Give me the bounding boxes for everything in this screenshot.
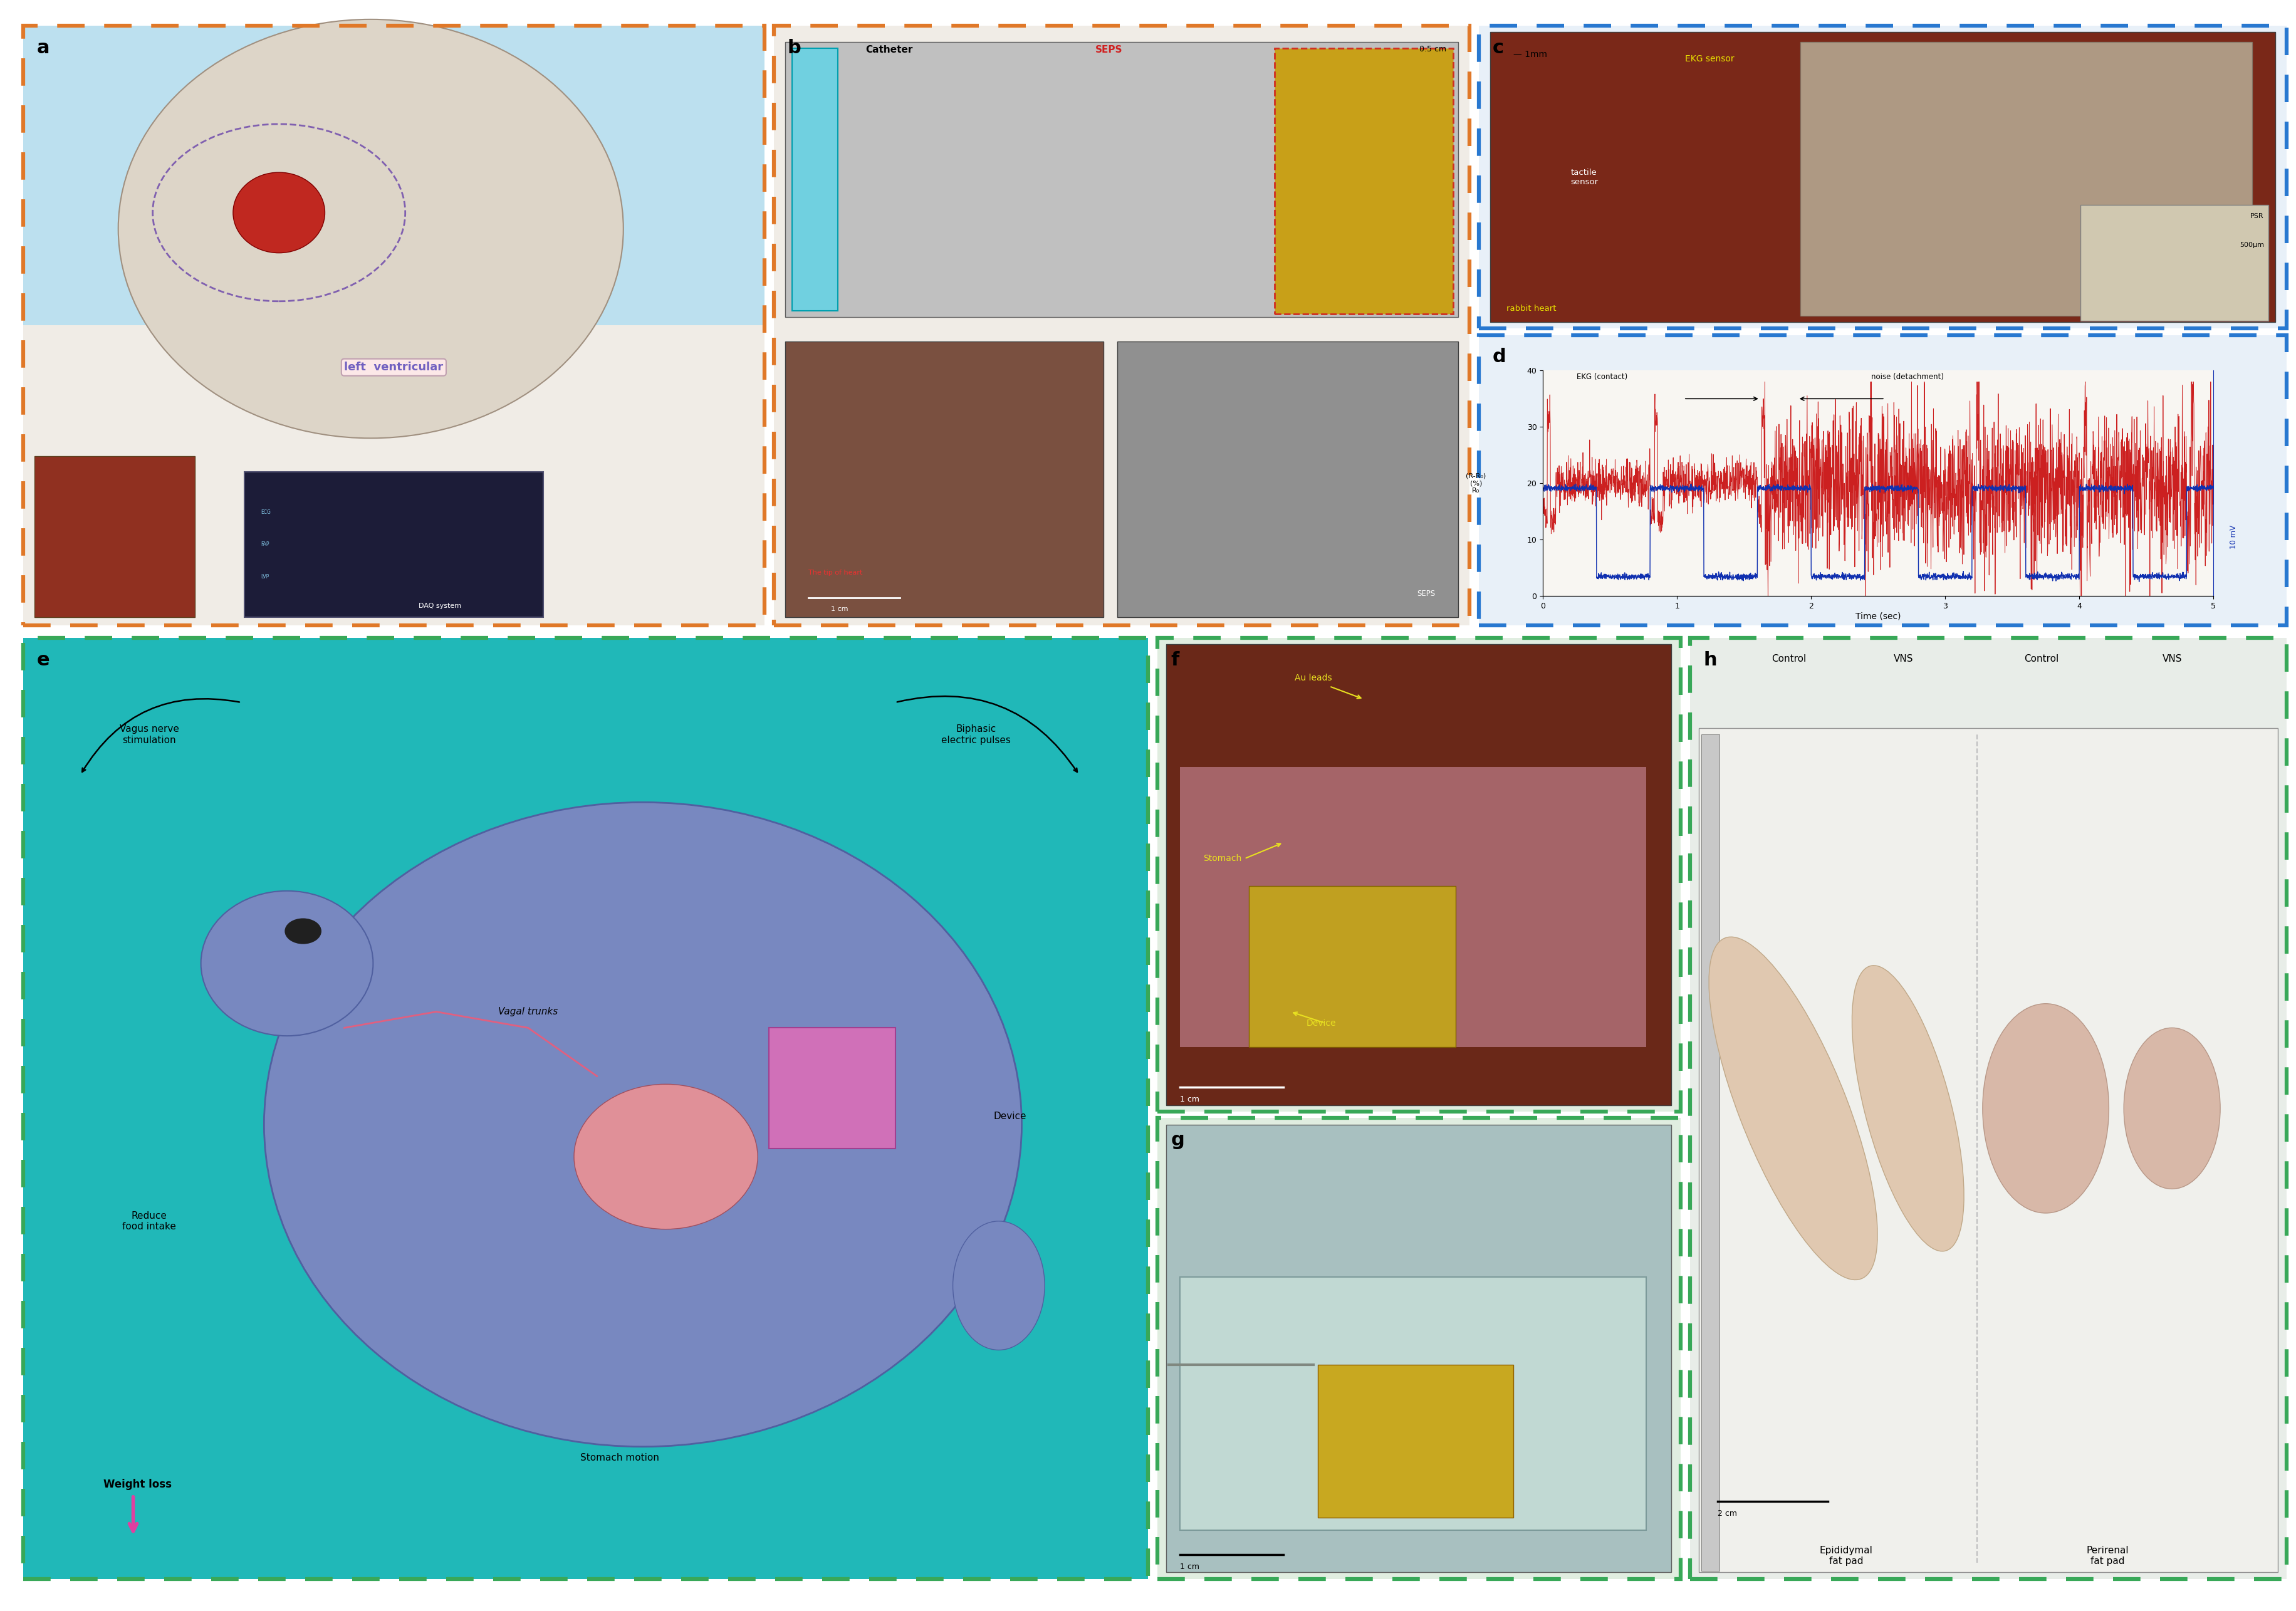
Text: 500μm: 500μm [2239, 242, 2264, 248]
Bar [246, 472, 544, 617]
Text: Epididymal
fat pad: Epididymal fat pad [1818, 1545, 1874, 1566]
Bar [769, 1028, 895, 1149]
Ellipse shape [1853, 965, 1963, 1252]
Ellipse shape [232, 172, 326, 253]
Text: d: d [1492, 348, 1506, 366]
Text: PSR: PSR [2250, 213, 2264, 219]
Ellipse shape [117, 19, 625, 438]
Bar [1690, 638, 2287, 1579]
Bar [1690, 638, 2287, 1579]
Bar [1116, 342, 1458, 617]
Text: e: e [37, 651, 51, 669]
Text: h: h [1704, 651, 1717, 669]
Text: VNS: VNS [1894, 654, 1913, 664]
Text: SEPS: SEPS [1095, 45, 1123, 55]
Y-axis label: (R-R₀)
(%)
R₀: (R-R₀) (%) R₀ [1465, 474, 1486, 493]
Bar [1249, 886, 1456, 1047]
Text: The tip of heart: The tip of heart [808, 569, 863, 575]
Bar [1180, 767, 1646, 1047]
Bar [792, 48, 838, 311]
Text: EKG sensor: EKG sensor [1685, 55, 1733, 63]
Text: Stomach motion: Stomach motion [581, 1453, 659, 1463]
Text: Device: Device [1306, 1018, 1336, 1028]
Bar [774, 26, 1469, 625]
Bar [23, 638, 1148, 1579]
Bar [785, 42, 1458, 317]
Bar [1490, 32, 2275, 322]
Bar [1479, 26, 2287, 329]
Bar [1157, 1118, 1681, 1579]
Text: 1 cm: 1 cm [1180, 1563, 1199, 1571]
Text: DAQ system: DAQ system [418, 603, 461, 609]
Text: VNS: VNS [2163, 654, 2181, 664]
Text: Au leads: Au leads [1295, 673, 1332, 681]
Bar [1157, 1118, 1681, 1579]
Bar [1479, 335, 2287, 625]
Text: EKG (contact): EKG (contact) [1577, 372, 1628, 380]
Text: Device: Device [994, 1112, 1026, 1121]
Bar [1479, 26, 2287, 329]
Ellipse shape [2124, 1028, 2220, 1189]
Text: Weight loss: Weight loss [103, 1479, 172, 1490]
Bar [1166, 644, 1671, 1105]
Text: Control: Control [2023, 654, 2060, 664]
Bar [1479, 335, 2287, 625]
Text: 1 cm: 1 cm [1180, 1095, 1199, 1104]
Ellipse shape [1981, 1004, 2110, 1213]
Text: noise (detachment): noise (detachment) [1871, 372, 1945, 380]
Text: Control: Control [1770, 654, 1807, 664]
Bar [1699, 728, 2278, 1572]
Bar [1800, 42, 2252, 316]
Text: 1 cm: 1 cm [831, 606, 850, 612]
Bar [774, 26, 1469, 625]
Text: Vagal trunks: Vagal trunks [498, 1007, 558, 1017]
Text: Stomach: Stomach [1203, 854, 1242, 863]
Text: Perirenal
fat pad: Perirenal fat pad [2087, 1545, 2128, 1566]
Text: LVP: LVP [262, 574, 269, 580]
X-axis label: Time (sec): Time (sec) [1855, 612, 1901, 620]
Bar [23, 26, 765, 625]
Text: tactile
sensor: tactile sensor [1570, 169, 1598, 185]
Text: f: f [1171, 651, 1180, 669]
Bar [1157, 638, 1681, 1112]
Bar [23, 26, 765, 625]
Text: b: b [788, 39, 801, 56]
Ellipse shape [202, 891, 372, 1036]
Bar [2080, 205, 2268, 321]
Circle shape [285, 918, 321, 944]
Text: 10 mV: 10 mV [2229, 525, 2239, 549]
Text: Vagus nerve
stimulation: Vagus nerve stimulation [119, 725, 179, 744]
Ellipse shape [953, 1221, 1045, 1350]
Text: 0.5 cm: 0.5 cm [1419, 45, 1446, 53]
Ellipse shape [264, 802, 1022, 1447]
Text: a: a [37, 39, 51, 56]
Ellipse shape [1708, 938, 1878, 1279]
Bar [23, 638, 1148, 1579]
Text: Reduce
food intake: Reduce food intake [122, 1211, 177, 1231]
Text: left  ventricular: left ventricular [344, 361, 443, 374]
Bar [1701, 735, 1720, 1571]
Ellipse shape [574, 1084, 758, 1229]
Text: g: g [1171, 1131, 1185, 1149]
Text: ECG: ECG [262, 509, 271, 516]
Text: rabbit heart: rabbit heart [1506, 304, 1557, 313]
Text: FAP: FAP [262, 541, 269, 548]
Bar [23, 26, 765, 325]
Bar [1157, 638, 1681, 1112]
Text: SEPS: SEPS [1417, 590, 1435, 598]
Text: c: c [1492, 39, 1504, 56]
Bar [1318, 1365, 1513, 1518]
Bar [1166, 1124, 1671, 1572]
Text: Catheter: Catheter [866, 45, 914, 55]
Text: 2 cm: 2 cm [1717, 1510, 1736, 1518]
Bar [1274, 48, 1453, 314]
Text: Biphasic
electric pulses: Biphasic electric pulses [941, 725, 1010, 744]
Bar [785, 342, 1104, 617]
Bar [34, 456, 195, 617]
Bar [1180, 1278, 1646, 1530]
Text: — 1mm: — 1mm [1513, 50, 1548, 58]
